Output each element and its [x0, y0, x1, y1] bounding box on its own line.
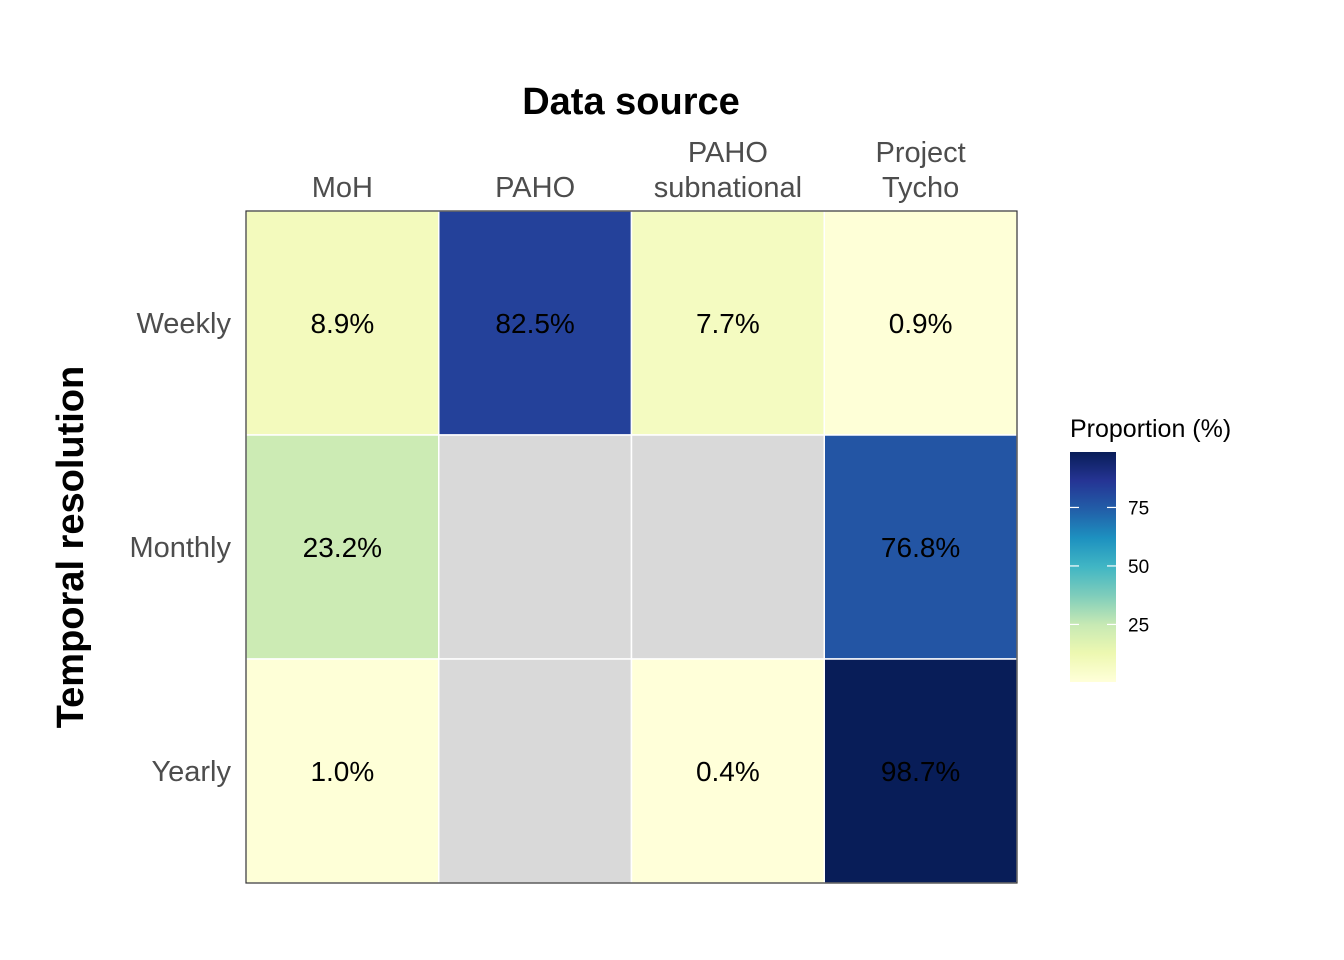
legend-tick-label: 75 [1128, 498, 1149, 519]
heatmap-cell [823, 658, 1018, 884]
legend-title: Proportion (%) [1070, 415, 1231, 443]
row-label: Weekly [136, 308, 231, 340]
cell-label: 82.5% [495, 308, 574, 339]
column-label: PAHO [688, 137, 768, 169]
row-label: Monthly [129, 532, 231, 564]
cell-label: 0.9% [889, 308, 953, 339]
cell-label: 76.8% [881, 532, 960, 563]
column-label: MoH [312, 172, 373, 204]
cell-label: 7.7% [696, 308, 760, 339]
cell-label: 98.7% [881, 756, 960, 787]
cell-label: 0.4% [696, 756, 760, 787]
heatmap-cell [245, 210, 440, 436]
legend-tick-label: 50 [1128, 557, 1149, 578]
legend-ticks: 25 50 75 [1070, 498, 1149, 636]
legend-colorbar [1070, 452, 1116, 682]
cell-label: 1.0% [310, 756, 374, 787]
heatmap-cell [245, 434, 440, 660]
column-label: PAHO [495, 172, 575, 204]
heatmap-cell [823, 434, 1018, 660]
heatmap-cell [823, 210, 1018, 436]
heatmap-cell [438, 210, 633, 436]
heatmap-cells [245, 210, 1018, 884]
column-label: subnational [654, 172, 802, 204]
legend-tick-label: 25 [1128, 615, 1149, 636]
heatmap-cell [438, 434, 633, 660]
panel-border [245, 210, 1018, 884]
row-label: Yearly [151, 756, 231, 788]
heatmap-cell [438, 658, 633, 884]
row-labels: Weekly Monthly Yearly [129, 308, 231, 788]
cell-label: 23.2% [303, 532, 382, 563]
heatmap-cell [630, 434, 825, 660]
cell-label: 8.9% [310, 308, 374, 339]
legend: Proportion (%) 25 50 75 [1070, 415, 1231, 682]
column-label: Tycho [882, 172, 959, 204]
y-axis-title: Temporal resolution [50, 366, 92, 728]
column-label: Project [875, 137, 965, 169]
chart-title: Data source [522, 81, 740, 123]
cell-labels: 8.9% 82.5% 7.7% 0.9% 23.2% 76.8% 1.0% 0.4% 98.7% [303, 308, 961, 787]
